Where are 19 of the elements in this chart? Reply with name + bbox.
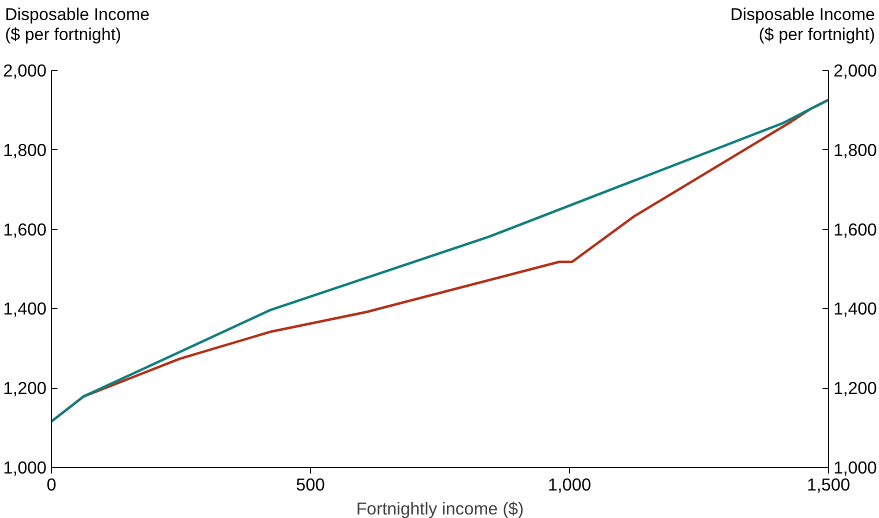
y2-tick-label: 1,000 bbox=[834, 458, 877, 478]
x-tick-label: 500 bbox=[296, 474, 325, 494]
y2-axis-title: Disposable Income ($ per fortnight) bbox=[730, 5, 875, 46]
y-tick-label: 1,600 bbox=[3, 219, 47, 240]
y-tick-label: 1,800 bbox=[3, 140, 47, 160]
y-axis-title: Disposable Income ($ per fortnight) bbox=[5, 5, 150, 46]
y2-tick-label: 1,400 bbox=[834, 298, 877, 319]
x-axis-title: Fortnightly income ($) bbox=[356, 498, 524, 518]
y-tick-label: 1,400 bbox=[3, 298, 47, 319]
y-tick-label: 1,200 bbox=[3, 378, 47, 398]
y2-tick-label: 1,200 bbox=[834, 378, 877, 398]
y-tick-label: 2,000 bbox=[3, 60, 47, 80]
y2-tick-label: 2,000 bbox=[834, 60, 877, 80]
y-tick-label: 1,000 bbox=[3, 458, 47, 478]
y2-tick-label: 1,600 bbox=[834, 219, 877, 240]
x-tick-label: 0 bbox=[46, 474, 56, 494]
x-tick-label: 1,500 bbox=[806, 474, 850, 494]
x-tick-label: 1,000 bbox=[548, 474, 592, 494]
y2-tick-label: 1,800 bbox=[834, 140, 877, 160]
